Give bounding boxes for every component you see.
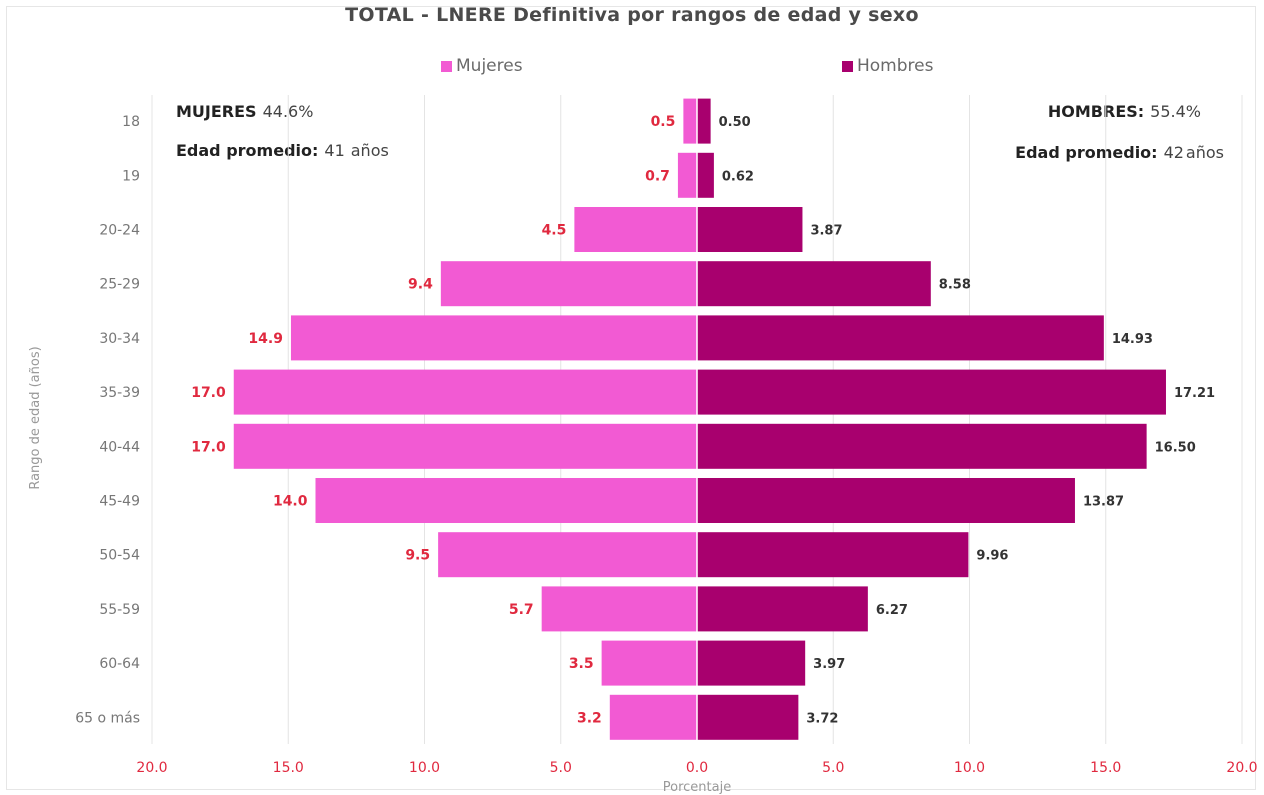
bar-mujeres <box>233 423 697 469</box>
x-tick-label: 20.0 <box>1226 760 1257 776</box>
bar-hombres <box>697 423 1147 469</box>
bar-mujeres <box>541 586 697 632</box>
y-tick-label: 18 <box>122 114 140 130</box>
mujeres-age-value: 41 <box>324 141 345 160</box>
data-label-hombres: 0.50 <box>719 115 751 130</box>
bar-mujeres <box>609 694 697 740</box>
grid-lines <box>151 95 1243 744</box>
bar-mujeres <box>440 261 697 307</box>
bar-mujeres <box>574 207 697 252</box>
data-label-mujeres: 17.0 <box>191 439 226 455</box>
y-tick-label: 50-54 <box>99 548 140 564</box>
mujeres-age-label: Edad promedio: <box>176 141 319 160</box>
data-label-hombres: 6.27 <box>876 603 908 618</box>
y-tick-labels: 18 19 20-24 25-29 30-34 35-39 40-44 45-49 50-54 5… <box>75 114 140 726</box>
chart-title: TOTAL - LNERE Definitiva por rangos de e… <box>345 4 919 26</box>
x-tick-label: 10.0 <box>954 760 985 776</box>
x-tick-label: 5.0 <box>822 760 844 776</box>
hombres-label: HOMBRES: <box>1047 102 1145 121</box>
data-label-mujeres: 17.0 <box>191 385 226 401</box>
y-axis-label: Rango de edad (años) <box>28 346 43 489</box>
data-label-hombres: 16.50 <box>1155 440 1196 455</box>
data-label-mujeres: 9.5 <box>405 548 430 564</box>
bar-mujeres <box>601 640 697 686</box>
y-tick-label: 65 o más <box>75 710 140 726</box>
bar-mujeres <box>677 152 697 198</box>
data-label-hombres: 9.96 <box>976 549 1008 564</box>
data-label-mujeres: 3.2 <box>577 710 602 726</box>
x-tick-label: 10.0 <box>409 760 440 776</box>
y-tick-label: 20-24 <box>99 223 140 239</box>
legend-swatch-hombres <box>842 60 853 72</box>
legend-label-mujeres: Mujeres <box>456 56 523 76</box>
x-tick-label: 15.0 <box>273 760 304 776</box>
x-tick-label: 5.0 <box>550 760 572 776</box>
data-label-mujeres: 3.5 <box>569 656 594 672</box>
y-tick-label: 25-29 <box>99 277 140 293</box>
hombres-age-value: 42 <box>1163 143 1184 162</box>
hombres-summary: HOMBRES: 55.4% <box>1048 102 1201 121</box>
data-label-hombres: 3.87 <box>810 224 842 239</box>
bar-mujeres <box>233 369 697 415</box>
data-label-hombres: 14.93 <box>1112 332 1153 347</box>
bar-hombres <box>697 532 969 578</box>
bar-hombres <box>697 261 931 307</box>
hombres-percentage: 55.4% <box>1150 102 1201 121</box>
bar-hombres <box>697 586 868 632</box>
bar-hombres <box>697 152 714 198</box>
y-tick-label: 35-39 <box>99 385 140 401</box>
x-axis-label: Porcentaje <box>663 780 731 795</box>
y-tick-label: 60-64 <box>99 656 140 672</box>
data-label-hombres: 3.97 <box>813 657 845 672</box>
bar-hombres <box>697 207 803 252</box>
x-tick-label: 15.0 <box>1090 760 1121 776</box>
legend-label-hombres: Hombres <box>857 56 934 76</box>
data-label-hombres: 13.87 <box>1083 495 1124 510</box>
y-tick-label: 19 <box>122 168 140 184</box>
bar-mujeres <box>315 478 697 523</box>
data-labels: 0.5 0.50 0.7 0.62 4.5 3.87 9.4 8.58 14.9 14.93 17.… <box>191 114 1215 726</box>
mujeres-age-summary: Edad promedio: 41 años <box>176 141 389 160</box>
data-label-mujeres: 9.4 <box>408 277 433 293</box>
y-tick-label: 30-34 <box>99 331 140 347</box>
data-label-hombres: 8.58 <box>939 278 971 293</box>
bar-hombres <box>697 369 1166 415</box>
bar-mujeres <box>683 98 697 144</box>
data-label-mujeres: 14.0 <box>273 494 308 510</box>
y-tick-label: 55-59 <box>99 602 140 618</box>
data-label-mujeres: 5.7 <box>509 602 534 618</box>
x-tick-label: 0.0 <box>686 760 708 776</box>
legend-item-hombres: Hombres <box>842 56 933 76</box>
bar-mujeres <box>438 532 697 578</box>
x-tick-label: 20.0 <box>136 760 167 776</box>
bar-hombres <box>697 694 799 740</box>
mujeres-label: MUJERES <box>176 102 257 121</box>
legend-item-mujeres: Mujeres <box>441 56 523 76</box>
bar-hombres <box>697 98 711 144</box>
data-label-hombres: 0.62 <box>722 169 754 184</box>
bar-hombres <box>697 640 806 686</box>
data-label-mujeres: 0.5 <box>651 114 676 130</box>
mujeres-age-unit: años <box>350 141 389 160</box>
bar-hombres <box>697 315 1104 361</box>
hombres-age-unit: años <box>1185 143 1224 162</box>
bar-mujeres <box>290 315 697 361</box>
legend-swatch-mujeres <box>441 60 452 72</box>
data-label-mujeres: 14.9 <box>248 331 283 347</box>
hombres-age-summary: Edad promedio: 42 años <box>1015 143 1224 162</box>
y-tick-label: 40-44 <box>99 439 140 455</box>
data-label-hombres: 3.72 <box>806 711 838 726</box>
bar-hombres <box>697 478 1075 523</box>
data-label-mujeres: 4.5 <box>542 223 567 239</box>
bars <box>233 95 1166 744</box>
data-label-hombres: 17.21 <box>1174 386 1215 401</box>
hombres-age-label: Edad promedio: <box>1015 143 1158 162</box>
x-tick-labels: 20.0 15.0 10.0 5.0 0.0 5.0 10.0 15.0 20.0 <box>136 760 1257 776</box>
data-label-mujeres: 0.7 <box>645 168 670 184</box>
y-tick-label: 45-49 <box>99 494 140 510</box>
